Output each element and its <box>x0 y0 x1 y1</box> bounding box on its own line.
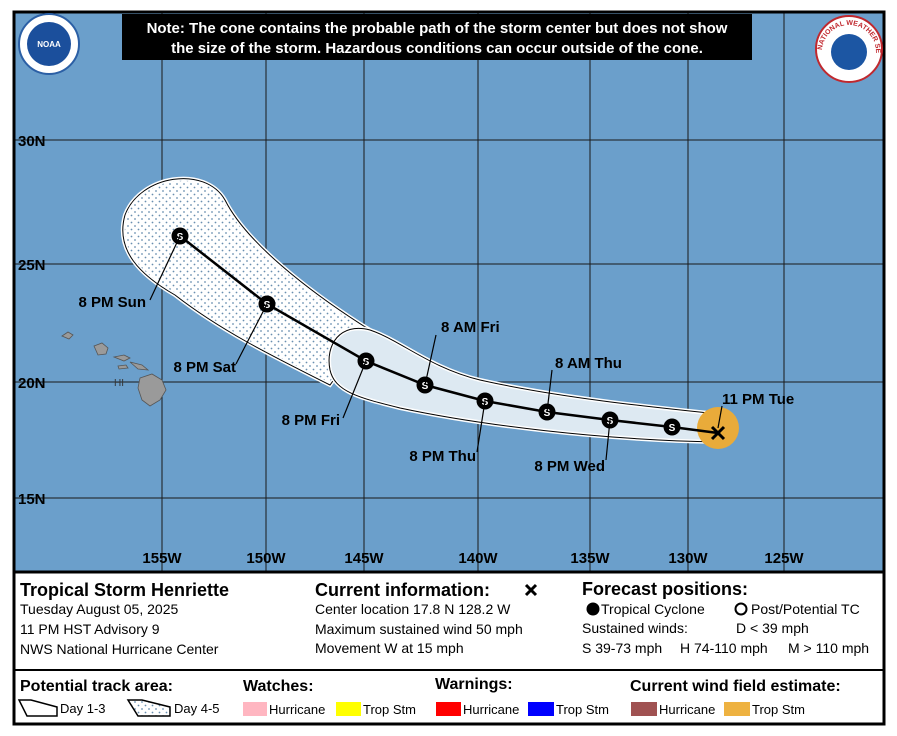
track-label: 8 PM Fri <box>282 412 340 429</box>
island <box>93 342 109 356</box>
ocean <box>14 12 884 572</box>
note-text: the size of the storm. Hazardous conditi… <box>171 40 703 57</box>
lon-label: 125W <box>764 550 804 567</box>
islands <box>61 331 167 407</box>
lon-label: 150W <box>246 550 286 567</box>
nws-logo-inner <box>831 34 867 70</box>
track-label: 8 PM Sun <box>78 294 146 311</box>
legend-item: Trop Stm <box>556 702 609 717</box>
island-label: HI <box>114 378 124 389</box>
noaa-logo-inner <box>27 22 71 66</box>
forecast-h: H 74-110 mph <box>680 640 768 656</box>
lon-label: 135W <box>570 550 610 567</box>
legend-item: Hurricane <box>463 702 519 717</box>
swatch <box>336 702 361 716</box>
lon-label: 145W <box>344 550 384 567</box>
island <box>61 331 74 340</box>
map: HI SSSSSSSS 30N25N20N15N155W150W145W140W… <box>14 12 884 572</box>
post-icon <box>734 602 748 616</box>
forecast-d: D < 39 mph <box>736 620 809 636</box>
point-symbol: S <box>544 408 551 419</box>
legend-warnings: Warnings: <box>435 676 513 693</box>
leader-line <box>149 235 181 301</box>
leader-line <box>235 303 268 365</box>
current-position <box>710 425 726 441</box>
leader-line <box>717 405 723 429</box>
legend-day45: Day 4-5 <box>174 701 220 716</box>
island <box>117 364 129 370</box>
note-box <box>122 14 752 60</box>
legend-track-area: Potential track area: <box>20 678 173 695</box>
noaa-logo-text: NOAA <box>37 40 61 49</box>
island <box>137 373 167 407</box>
track-label: 8 PM Sat <box>173 359 236 376</box>
track-label: 8 AM Fri <box>441 319 500 336</box>
legend-item: Hurricane <box>659 702 715 717</box>
forecast-m: M > 110 mph <box>788 640 869 656</box>
swatch <box>724 702 750 716</box>
legend-item: Hurricane <box>269 702 325 717</box>
lon-label: 140W <box>458 550 498 567</box>
leader-line <box>546 369 553 413</box>
cone-day1-3-outline <box>328 328 719 443</box>
storm-center: NWS National Hurricane Center <box>20 641 219 657</box>
point-symbol: S <box>669 423 676 434</box>
point-symbol: S <box>264 300 271 311</box>
forecast-tropical: Tropical Cyclone <box>601 601 705 617</box>
note-text: Note: The cone contains the probable pat… <box>147 20 728 37</box>
day45-icon <box>126 699 171 717</box>
point-symbol: S <box>363 357 370 368</box>
lon-label: 155W <box>142 550 182 567</box>
point-symbol: S <box>177 232 184 243</box>
storm-name: Tropical Storm Henriette <box>20 580 229 600</box>
legend-day13: Day 1-3 <box>60 701 106 716</box>
point-symbol: S <box>422 381 429 392</box>
track-label: 8 PM Thu <box>409 448 476 465</box>
track-label: 8 AM Thu <box>555 355 622 372</box>
legend-item: Trop Stm <box>363 702 416 717</box>
track-label: 11 PM Tue <box>722 391 794 408</box>
lat-label: 15N <box>18 491 46 508</box>
island <box>129 361 150 371</box>
legend-watches: Watches: <box>243 678 314 695</box>
current-title: Current information: <box>315 580 490 600</box>
lat-label: 20N <box>18 375 46 392</box>
forecast-post: Post/Potential TC <box>751 601 860 617</box>
swatch <box>436 702 461 716</box>
leader-line <box>424 334 437 386</box>
lat-label: 30N <box>18 133 46 150</box>
forecast-s: S 39-73 mph <box>582 640 662 656</box>
leader-line <box>605 419 611 461</box>
lon-label: 130W <box>668 550 708 567</box>
tropical-icon <box>586 602 600 616</box>
cone-day4-5-outline <box>122 178 371 386</box>
swatch <box>243 702 267 716</box>
frame <box>12 10 886 726</box>
track-label: 8 PM Wed <box>534 458 605 475</box>
day13-icon <box>17 699 58 717</box>
current-icon <box>524 583 538 597</box>
current-movement: Movement W at 15 mph <box>315 640 464 656</box>
legend-wind-field: Current wind field estimate: <box>630 678 841 695</box>
leader-line <box>342 360 367 419</box>
island <box>112 354 131 362</box>
lat-label: 25N <box>18 257 46 274</box>
forecast-winds-title: Sustained winds: <box>582 620 688 636</box>
storm-advisory: 11 PM HST Advisory 9 <box>20 621 160 637</box>
current-location: Center location 17.8 N 128.2 W <box>315 601 511 617</box>
forecast-title: Forecast positions: <box>582 579 748 599</box>
leader-line <box>476 400 486 453</box>
forecast-point <box>663 418 681 436</box>
current-wind: Maximum sustained wind 50 mph <box>315 621 523 637</box>
storm-date: Tuesday August 05, 2025 <box>20 601 178 617</box>
swatch <box>528 702 554 716</box>
legend-item: Trop Stm <box>752 702 805 717</box>
swatch <box>631 702 657 716</box>
